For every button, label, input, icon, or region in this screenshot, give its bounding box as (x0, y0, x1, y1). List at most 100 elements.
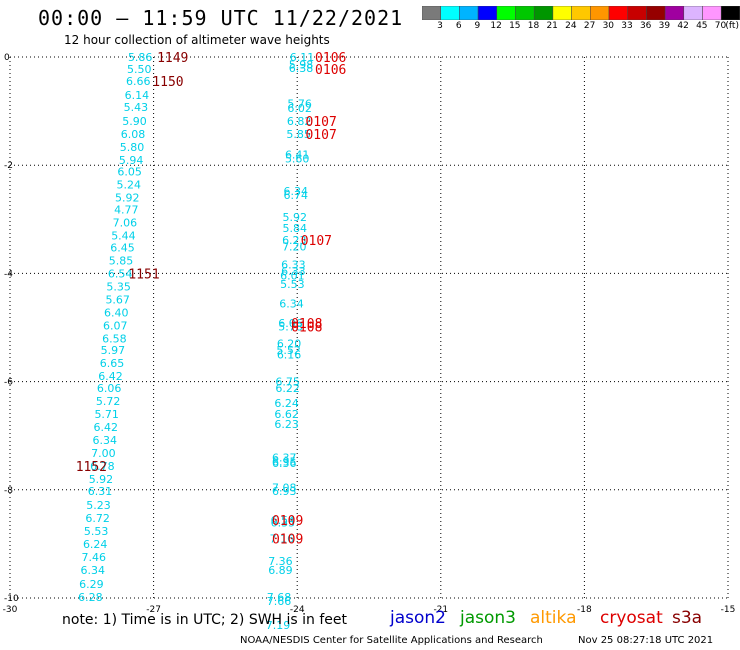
swh-point-label: 6.72 (85, 512, 110, 525)
swh-point-label: 5.90 (122, 115, 147, 128)
color-swatch (459, 6, 479, 20)
swh-point-label: 6.42 (98, 370, 123, 383)
swh-point-label: 6.74 (284, 189, 309, 202)
swh-point-label: 6.34 (93, 434, 118, 447)
swh-point-label: 6.01 (280, 270, 305, 283)
swh-point-label: 6.02 (287, 102, 312, 115)
color-swatch (646, 6, 666, 20)
swh-point-label: 5.67 (105, 293, 130, 306)
swh-point-label: 7.20 (282, 240, 307, 253)
color-swatch (720, 6, 740, 20)
swh-point-label: 6.38 (289, 62, 314, 75)
color-scale-label: 70 (714, 21, 727, 31)
swh-point-label: 5.35 (106, 280, 131, 293)
y-tick-label: -2 (4, 161, 13, 171)
color-scale-label: 15 (509, 21, 521, 31)
swh-point-label: 6.24 (274, 397, 299, 410)
color-swatch (683, 6, 703, 20)
color-swatch (627, 6, 647, 20)
legend-s3a: s3a (672, 608, 703, 628)
swh-point-label: 5.84 (283, 222, 308, 235)
swh-point-label: 6.33 (281, 259, 306, 272)
swh-point-label: 5.60 (285, 153, 310, 166)
color-scale-label: 12 (490, 21, 502, 31)
time-label: 0107 (301, 234, 332, 249)
swh-point-label: 6.33 (281, 265, 306, 278)
swh-point-label: 5.50 (127, 63, 152, 76)
swh-point-label: 6.65 (100, 357, 125, 370)
credit-text: NOAA/NESDIS Center for Satellite Applica… (240, 635, 543, 646)
legend-jason3: jason3 (460, 608, 516, 628)
swh-point-label: 5.97 (101, 344, 126, 357)
color-swatch (664, 6, 685, 20)
y-tick-label: 0 (4, 53, 10, 63)
time-label: 0108 (291, 317, 322, 332)
swh-point-label: 6.40 (104, 306, 129, 319)
y-tick-label: -8 (4, 486, 13, 496)
x-tick-label: -21 (433, 605, 448, 615)
footer-note: note: 1) Time is in UTC; 2) SWH is in fe… (62, 612, 348, 628)
swh-point-label: 5.43 (124, 101, 149, 114)
color-swatch (590, 6, 610, 20)
swh-point-label: 5.85 (286, 128, 311, 141)
color-scale-label: 6 (455, 21, 462, 31)
swh-point-label: 7.66 (267, 595, 292, 608)
color-swatch (515, 6, 535, 20)
swh-point-label: 6.54 (271, 514, 296, 527)
color-swatch (571, 6, 591, 20)
color-swatch (702, 6, 722, 20)
swh-point-label: 7.46 (82, 551, 107, 564)
swh-point-label: 6.06 (278, 317, 303, 330)
color-scale-label: 3 (437, 21, 443, 31)
y-tick-label: -6 (4, 378, 13, 388)
x-tick-label: -30 (3, 605, 18, 615)
swh-point-label: 6.31 (88, 485, 113, 498)
swh-point-label: 6.22 (275, 382, 300, 395)
swh-point-label: 6.66 (126, 75, 151, 88)
swh-point-label: 6.93 (272, 485, 297, 498)
swh-point-label: 6.36 (272, 457, 297, 470)
swh-point-label: 5.94 (119, 154, 144, 167)
swh-point-label: 6.34 (279, 298, 304, 311)
swh-point-label: 6.58 (102, 332, 127, 345)
time-label: 0107 (305, 128, 336, 143)
swh-point-label: 5.92 (89, 473, 114, 486)
swh-point-label: 6.20 (277, 338, 302, 351)
time-label: 0109 (272, 532, 303, 547)
chart-subtitle: 12 hour collection of altimeter wave hei… (64, 33, 330, 47)
legend-altika: altika (530, 608, 577, 628)
color-scale-labels: 3 6 9 12 15 18 21 24 27 30 33 36 39 42 45 70 (ft) (422, 21, 740, 33)
color-swatch (496, 6, 516, 20)
swh-point-label: 5.80 (120, 141, 145, 154)
y-tick-label: -10 (4, 594, 19, 604)
color-scale-label: 39 (658, 21, 671, 31)
x-tick-label: -18 (577, 605, 592, 615)
swh-point-label: 6.14 (125, 89, 150, 102)
swh-point-label: 5.44 (111, 230, 136, 243)
time-label: 0106 (315, 63, 346, 78)
swh-point-label: 6.95 (272, 456, 297, 469)
color-scale-label: 45 (696, 21, 708, 31)
color-scale-label: 27 (583, 21, 596, 31)
swh-point-label: 7.16 (270, 532, 295, 545)
time-label: 0106 (315, 51, 346, 66)
color-scale-unit: (ft) (725, 21, 739, 31)
swh-point-label: 7.00 (91, 447, 116, 460)
swh-point-label: 5.71 (94, 408, 119, 421)
swh-point-label: 6.24 (83, 538, 108, 551)
swh-point-label: 6.82 (287, 115, 312, 128)
timestamp-text: Nov 25 08:27:18 UTC 2021 (578, 635, 714, 646)
swh-point-label: 6.62 (274, 408, 299, 421)
swh-point-label: 6.11 (290, 51, 315, 64)
y-tick-label: -4 (4, 269, 13, 279)
swh-point-label: 6.05 (117, 166, 142, 179)
x-tick-label: -24 (290, 605, 305, 615)
swh-point-label: 5.24 (116, 179, 141, 192)
swh-point-label: 5.92 (283, 211, 308, 224)
swh-point-label: 5.53 (84, 525, 109, 538)
swh-point-label: 6.23 (274, 418, 299, 431)
swh-point-label: 6.23 (282, 234, 307, 247)
legend-jason2: jason2 (390, 608, 446, 628)
swh-point-label: 6.34 (284, 185, 309, 198)
